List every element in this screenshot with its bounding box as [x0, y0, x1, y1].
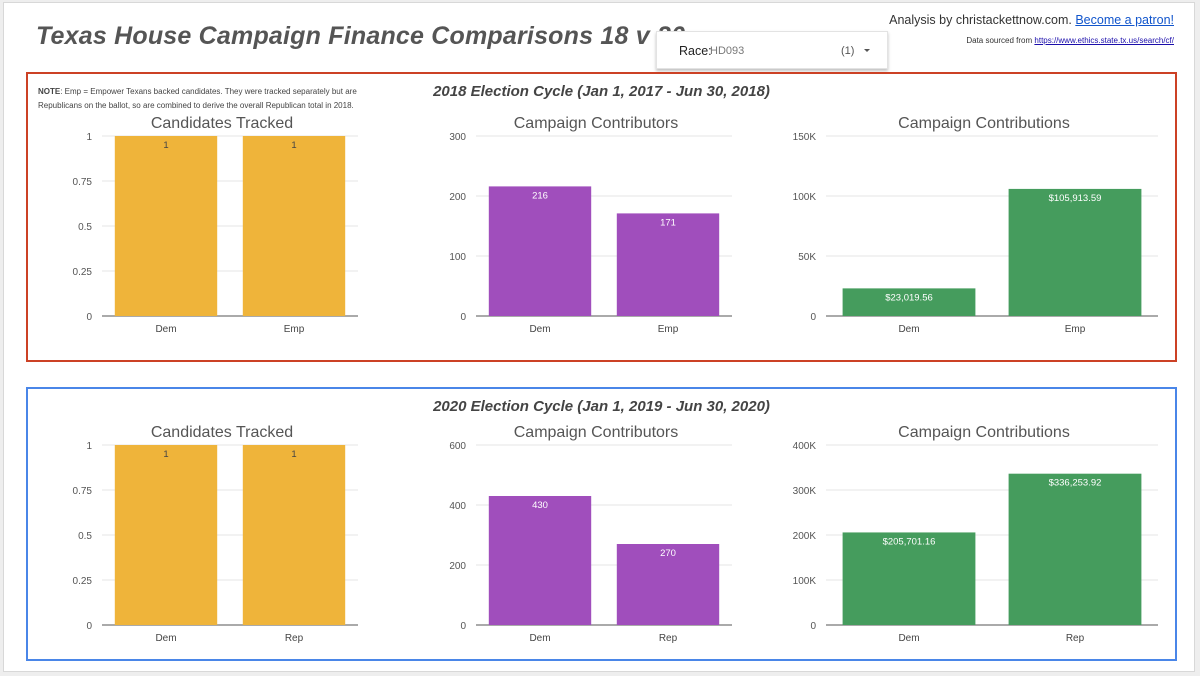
y-tick-label: 1: [86, 132, 92, 143]
x-category-label: Dem: [898, 633, 919, 644]
x-category-label: Dem: [529, 324, 550, 335]
y-tick-label: 0: [460, 621, 466, 632]
x-category-label: Emp: [658, 324, 679, 335]
bar: [114, 445, 218, 625]
bar: [242, 136, 346, 316]
bar: [1008, 473, 1142, 625]
bar: [616, 544, 720, 625]
x-category-label: Dem: [155, 324, 176, 335]
x-category-label: Emp: [284, 324, 305, 335]
x-category-label: Dem: [898, 324, 919, 335]
y-tick-label: 0: [810, 621, 816, 632]
y-tick-label: 600: [449, 441, 466, 452]
race-filter-dropdown[interactable]: Race: HD093 (1): [656, 31, 888, 69]
y-tick-label: 300: [449, 132, 466, 143]
bar-value-label: 270: [660, 548, 676, 559]
y-tick-label: 50K: [798, 252, 816, 263]
chart-title: Candidates Tracked: [151, 424, 293, 441]
bar: [616, 213, 720, 316]
bar-value-label: 1: [291, 449, 296, 460]
note-label: NOTE: [38, 87, 61, 96]
x-category-label: Dem: [155, 633, 176, 644]
bar: [488, 496, 592, 625]
credit-line: Analysis by christackettnow.com. Become …: [889, 13, 1174, 27]
y-tick-label: 400: [449, 501, 466, 512]
y-tick-label: 0.25: [73, 267, 93, 278]
y-tick-label: 100K: [793, 576, 817, 587]
source-line: Data sourced from https://www.ethics.sta…: [966, 36, 1174, 45]
x-category-label: Emp: [1065, 324, 1086, 335]
source-text: Data sourced from: [966, 36, 1033, 45]
y-tick-label: 0.25: [73, 576, 93, 587]
x-category-label: Dem: [529, 633, 550, 644]
y-tick-label: 100K: [793, 192, 817, 203]
bar-value-label: $336,253.92: [1049, 478, 1102, 489]
panel-2020-cycle: 2020 Election Cycle (Jan 1, 2019 - Jun 3…: [26, 387, 1177, 661]
y-tick-label: 0.5: [78, 222, 92, 233]
x-category-label: Rep: [285, 633, 304, 644]
bar: [488, 186, 592, 316]
y-tick-label: 100: [449, 252, 466, 263]
y-tick-label: 0: [460, 312, 466, 323]
chart-title: Campaign Contributions: [898, 424, 1070, 441]
page-title: Texas House Campaign Finance Comparisons…: [36, 22, 686, 50]
chart-2018-contributors: Campaign Contributors 0 100 200 300 216 Dem 171…: [449, 115, 732, 335]
chart-title: Campaign Contributors: [514, 424, 679, 441]
y-tick-label: 0: [810, 312, 816, 323]
chart-title: Campaign Contributions: [898, 115, 1070, 132]
source-link[interactable]: https://www.ethics.state.tx.us/search/cf…: [1034, 36, 1174, 45]
bar: [114, 136, 218, 316]
x-category-label: Rep: [659, 633, 678, 644]
y-tick-label: 400K: [793, 441, 817, 452]
y-tick-label: 0.5: [78, 531, 92, 542]
panel-2018-cycle: NOTE: Emp = Empower Texans backed candid…: [26, 72, 1177, 362]
race-filter-count: (1): [841, 45, 855, 57]
y-tick-label: 300K: [793, 486, 817, 497]
y-tick-label: 1: [86, 441, 92, 452]
chart-title: Campaign Contributors: [514, 115, 679, 132]
bar-value-label: 1: [163, 140, 168, 151]
y-tick-label: 0: [86, 312, 92, 323]
bar-value-label: 1: [163, 449, 168, 460]
chart-2018-contributions: Campaign Contributions 0 50K 100K 150K $23,01…: [793, 115, 1158, 335]
dropdown-arrow-icon[interactable]: [861, 44, 873, 56]
bar-value-label: 171: [660, 217, 676, 228]
become-patron-link[interactable]: Become a patron!: [1075, 13, 1174, 27]
y-tick-label: 0: [86, 621, 92, 632]
y-tick-label: 200K: [793, 531, 817, 542]
note-text: NOTE: Emp = Empower Texans backed candid…: [38, 85, 388, 113]
bar-value-label: 1: [291, 140, 296, 151]
credit-text: Analysis by christackettnow.com.: [889, 13, 1072, 27]
x-category-label: Rep: [1066, 633, 1085, 644]
bar: [842, 532, 976, 625]
cycle-title-2018: 2018 Election Cycle (Jan 1, 2017 - Jun 3…: [433, 83, 770, 100]
race-filter-label: Race:: [679, 44, 712, 58]
chart-2020-contributions: Campaign Contributions 0 100K 200K 300K 400K $…: [793, 424, 1158, 644]
y-tick-label: 0.75: [73, 177, 93, 188]
bar-value-label: 430: [532, 500, 548, 511]
cycle-title-2020: 2020 Election Cycle (Jan 1, 2019 - Jun 3…: [433, 398, 770, 415]
chart-2018-candidates: Candidates Tracked 0 0.25 0.5 0.75 1 1 Dem 1 Emp: [73, 115, 358, 335]
y-tick-label: 200: [449, 561, 466, 572]
chart-2020-candidates: Candidates Tracked 0 0.25 0.5 0.75 1 1 Dem 1 Rep: [73, 424, 358, 644]
y-tick-label: 150K: [793, 132, 817, 143]
bar: [242, 445, 346, 625]
bar-value-label: $23,019.56: [885, 292, 933, 303]
report-page: Texas House Campaign Finance Comparisons…: [3, 2, 1195, 672]
chart-2020-contributors: Campaign Contributors 0 200 400 600 430 Dem 270…: [449, 424, 732, 644]
bar-value-label: $105,913.59: [1049, 193, 1102, 204]
bar: [1008, 188, 1142, 316]
note-body: : Emp = Empower Texans backed candidates…: [38, 87, 357, 110]
bar-value-label: 216: [532, 190, 548, 201]
bar-value-label: $205,701.16: [883, 536, 936, 547]
y-tick-label: 200: [449, 192, 466, 203]
bar: [842, 288, 976, 316]
chart-title: Candidates Tracked: [151, 115, 293, 132]
race-filter-value: HD093: [710, 45, 745, 57]
y-tick-label: 0.75: [73, 486, 93, 497]
